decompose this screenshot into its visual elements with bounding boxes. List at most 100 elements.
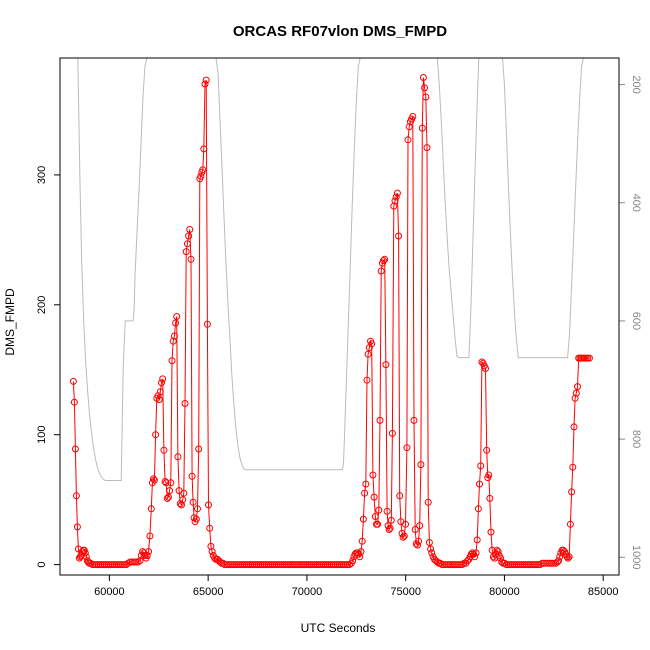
dms-point (571, 394, 579, 402)
dms-point (395, 232, 403, 240)
dms-point (154, 392, 162, 400)
dms-point (201, 80, 209, 88)
y-tick-label: 100 (36, 426, 48, 444)
dms-point (563, 553, 571, 561)
dms-point (409, 113, 417, 120)
dms-point (343, 561, 351, 569)
dms-point (371, 513, 379, 520)
dms-point (362, 480, 370, 488)
x-tick-label: 60000 (94, 586, 125, 598)
dms-point (357, 548, 365, 556)
dms-point (416, 522, 424, 530)
x-tick-label: 85000 (588, 586, 619, 598)
dms-point (181, 400, 189, 407)
x-tick-label: 80000 (489, 586, 520, 598)
dms-point (393, 189, 401, 197)
dms-point (421, 84, 429, 92)
y2-tick-label: 600 (630, 312, 642, 330)
dms-point (188, 472, 196, 480)
dms-point (368, 340, 376, 348)
dms-point (423, 144, 431, 152)
dms-point (483, 446, 491, 454)
dms-point (197, 172, 205, 180)
x-tick-label: 70000 (292, 586, 323, 598)
dms-point (410, 416, 418, 424)
y-tick-label: 0 (36, 562, 48, 568)
dms-point (162, 479, 170, 487)
axes-layer: 60000 65000 70000 75000 80000 85000 0 100 200 300… (36, 75, 642, 598)
dms-point (149, 475, 157, 483)
y-tick-label: 300 (36, 166, 48, 184)
dms-point (428, 549, 436, 557)
dms-point (415, 537, 422, 545)
dms-point (569, 463, 577, 471)
dms-point (186, 226, 194, 233)
dms-point (132, 558, 140, 566)
dms-point (396, 492, 404, 500)
dms-point (158, 379, 165, 387)
dms-point (482, 365, 489, 372)
dms-point (385, 526, 393, 533)
dms-point (382, 361, 390, 369)
dms-point (474, 505, 482, 513)
dms-point (403, 444, 411, 452)
dms-point (145, 548, 152, 556)
dms-point (173, 313, 181, 320)
dms-point (418, 124, 426, 132)
dms-point (485, 471, 493, 479)
dms-point (143, 552, 151, 559)
dms-point (476, 480, 483, 488)
dms-point (183, 240, 191, 248)
dms-point (424, 498, 432, 506)
dms-point (167, 479, 175, 487)
dms-point (349, 557, 357, 565)
dms-point (364, 350, 372, 358)
dms-point (404, 136, 412, 144)
dms-point (160, 446, 168, 454)
dms-point (205, 501, 212, 509)
dms-point (494, 548, 502, 556)
dms-point (163, 494, 171, 502)
dms-point (381, 255, 389, 263)
dms-point (417, 461, 425, 469)
dms-point (199, 166, 207, 174)
dms-point (477, 462, 485, 470)
dms-point (387, 516, 395, 524)
dms-point (208, 548, 216, 556)
y-axis-label: DMS_FMPD (3, 288, 17, 356)
dms-point (566, 520, 574, 528)
y2-tick-label: 400 (630, 194, 642, 212)
dms-point (458, 561, 466, 569)
dms-point (374, 520, 382, 528)
dms-point (555, 557, 563, 565)
dms-point (81, 549, 89, 557)
dms-point (471, 553, 479, 561)
dms-point (169, 337, 177, 345)
dms-point (377, 267, 385, 275)
dms-point (375, 506, 383, 514)
dms-point (174, 453, 182, 461)
dms-point (419, 74, 427, 81)
dms-point (358, 537, 366, 545)
dms-point (556, 553, 564, 561)
dms-point (147, 505, 155, 513)
dms-point (363, 376, 371, 384)
dms-point (472, 549, 480, 557)
dms-point (70, 398, 78, 406)
dms-point (69, 377, 77, 385)
dms-point (574, 383, 581, 391)
dms-point (166, 487, 174, 495)
dms-point (189, 498, 197, 506)
dms-point (185, 232, 193, 240)
dms-point (356, 553, 364, 561)
dms-point (207, 542, 215, 550)
dms-point (134, 558, 142, 566)
dms-line (72, 77, 590, 566)
dms-point (487, 528, 495, 536)
dms-point (195, 445, 203, 453)
dms-point (585, 354, 593, 362)
dms-point (400, 532, 408, 540)
dms-point (71, 445, 79, 453)
dms-point (425, 539, 433, 546)
dms-point (168, 357, 176, 365)
